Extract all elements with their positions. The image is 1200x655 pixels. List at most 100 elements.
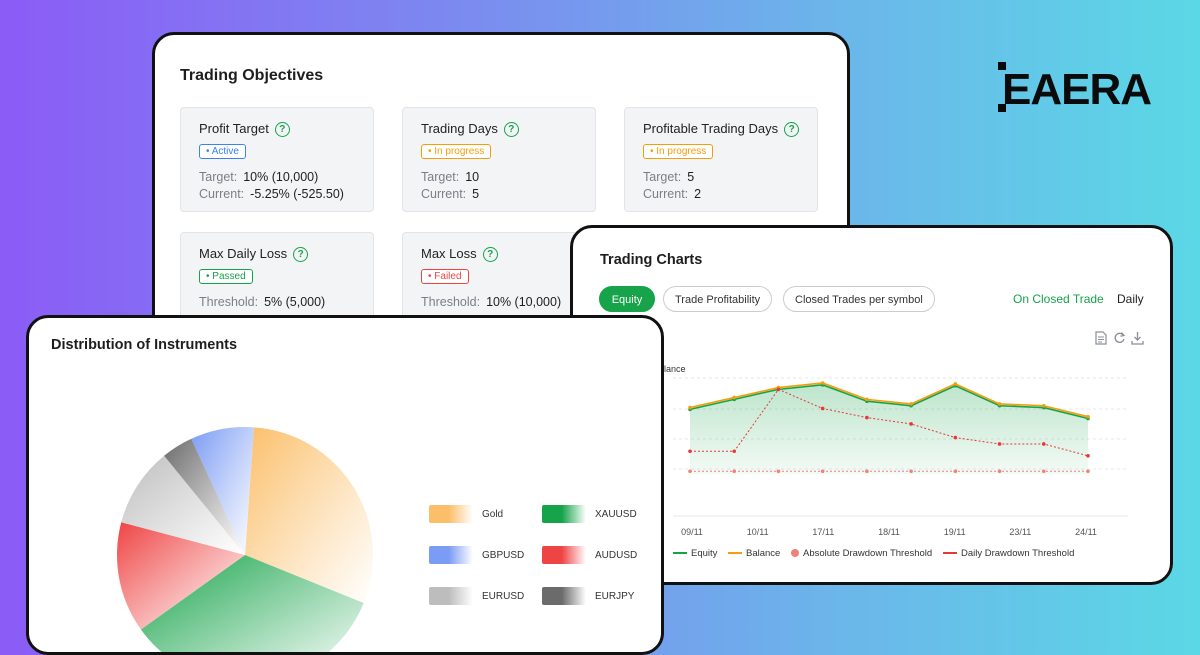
pie-slice-gbpusd	[191, 427, 254, 555]
data-point	[865, 469, 869, 474]
x-tick-label: 23/11	[1009, 527, 1031, 537]
data-point	[953, 382, 958, 386]
legend-label: Absolute Drawdown Threshold	[803, 548, 933, 559]
data-point	[1041, 442, 1046, 446]
mode-daily[interactable]: Daily	[1117, 292, 1144, 306]
legend-label: Balance	[746, 548, 781, 559]
row-label: Threshold:	[421, 295, 481, 309]
row-value: 10% (10,000)	[486, 295, 562, 309]
row-label: Current:	[643, 187, 689, 201]
x-tick-label: 18/11	[878, 527, 900, 537]
document-icon[interactable]	[1095, 331, 1107, 345]
legend-label-eurusd: EURUSD	[482, 591, 525, 602]
row-label: Threshold:	[199, 295, 259, 309]
status-badge: • In progress	[421, 144, 492, 159]
x-tick-label: 19/11	[944, 527, 966, 537]
row-value: 5	[472, 187, 480, 201]
trading-charts-card: Trading Charts Equity Trade Profitabilit…	[570, 225, 1173, 585]
data-point	[820, 381, 825, 385]
pie-slice-eurjpy	[164, 438, 245, 555]
data-point	[732, 395, 737, 400]
data-point	[997, 469, 1002, 474]
legend-swatch-eurjpy	[542, 587, 586, 605]
legend-label: Daily Drawdown Threshold	[961, 548, 1075, 559]
y-axis-label: Balance	[653, 364, 686, 374]
objective-name: Profitable Trading Days	[643, 121, 779, 136]
data-point	[1086, 469, 1090, 474]
legend-label-xauusd: XAUUSD	[595, 509, 637, 520]
help-icon[interactable]: ?	[293, 247, 309, 262]
data-point	[865, 415, 869, 420]
row-label: Target:	[643, 170, 682, 184]
data-point	[688, 405, 692, 410]
legend-marker	[728, 552, 742, 555]
legend-swatch-audusd	[542, 546, 586, 564]
status-badge: • Active	[199, 144, 246, 159]
pie-slice-xauusd	[140, 555, 364, 652]
tab-trade-profitability[interactable]: Trade Profitability	[663, 286, 773, 312]
row-label: Current:	[199, 187, 245, 201]
data-point	[1086, 414, 1090, 419]
help-icon[interactable]: ?	[503, 122, 519, 137]
status-badge: • In progress	[643, 144, 714, 159]
data-point	[820, 469, 825, 474]
objective-trading-days: Trading Days? • In progress Target: 10 Cu…	[402, 107, 596, 212]
data-point	[732, 449, 737, 454]
data-point	[909, 422, 913, 426]
equity-area	[690, 384, 1088, 474]
data-point	[909, 402, 913, 406]
objective-name: Max Loss	[421, 246, 477, 261]
legend-label-eurjpy: EURJPY	[595, 591, 635, 602]
legend-label-gbpusd: GBPUSD	[482, 550, 525, 561]
row-label: Target:	[199, 170, 238, 184]
download-icon[interactable]	[1131, 331, 1144, 345]
tab-closed-trades-per-symbol[interactable]: Closed Trades per symbol	[783, 286, 935, 312]
data-point	[776, 387, 781, 392]
legend-marker	[673, 552, 687, 555]
data-point	[997, 442, 1002, 446]
help-icon[interactable]: ?	[274, 122, 290, 137]
objective-profitable-trading-days: Profitable Trading Days? • In progress T…	[624, 107, 818, 212]
data-point	[909, 469, 913, 474]
legend-swatch-gold	[429, 505, 473, 523]
series-line-1	[689, 382, 1089, 418]
eaera-logo: EAERA	[998, 62, 1152, 112]
row-value: 10% (10,000)	[243, 170, 319, 184]
data-point	[820, 406, 825, 411]
refresh-icon[interactable]	[1113, 331, 1126, 345]
pie-slice-eurusd	[121, 455, 245, 555]
objective-profit-target: Profit Target? • Active Target: 10% (10,0…	[180, 107, 374, 212]
distribution-pie	[117, 427, 373, 652]
data-point	[688, 469, 692, 474]
pie-slice-audusd	[117, 522, 245, 630]
tab-equity[interactable]: Equity	[599, 286, 655, 312]
status-badge: • Failed	[421, 269, 469, 284]
status-badge: • Passed	[199, 269, 253, 284]
row-value: 5	[687, 170, 695, 184]
trading-charts-title: Trading Charts	[600, 252, 703, 268]
pie-slice-gold	[245, 427, 373, 603]
mode-on-closed-trade[interactable]: On Closed Trade	[1013, 292, 1104, 306]
distribution-title: Distribution of Instruments	[51, 337, 238, 353]
help-icon[interactable]: ?	[784, 122, 800, 137]
legend-swatch-gbpusd	[429, 546, 473, 564]
x-tick-label: 24/11	[1075, 527, 1097, 537]
legend-label-audusd: AUDUSD	[595, 550, 638, 561]
data-point	[953, 435, 958, 440]
objective-name: Max Daily Loss	[199, 246, 288, 261]
data-point	[732, 469, 737, 474]
row-value: 2	[694, 187, 702, 201]
equity-chart: Balance 09/11 10/11 17/11 18/11 19/11 23/11 24/…	[653, 364, 1128, 537]
row-label: Target:	[421, 170, 460, 184]
data-point	[953, 469, 958, 474]
legend-equity: Equity	[673, 548, 717, 559]
legend-daily-drawdown: Daily Drawdown Threshold	[943, 548, 1074, 559]
help-icon[interactable]: ?	[482, 247, 498, 262]
trading-objectives-title: Trading Objectives	[180, 67, 324, 84]
data-point	[1041, 469, 1046, 474]
data-point	[688, 449, 692, 454]
x-tick-label: 09/11	[681, 527, 703, 537]
legend-label-gold: Gold	[482, 509, 504, 520]
legend-absolute-drawdown: Absolute Drawdown Threshold	[791, 548, 932, 559]
distribution-card: Distribution of Instruments Gold XAUUSD …	[26, 315, 664, 655]
